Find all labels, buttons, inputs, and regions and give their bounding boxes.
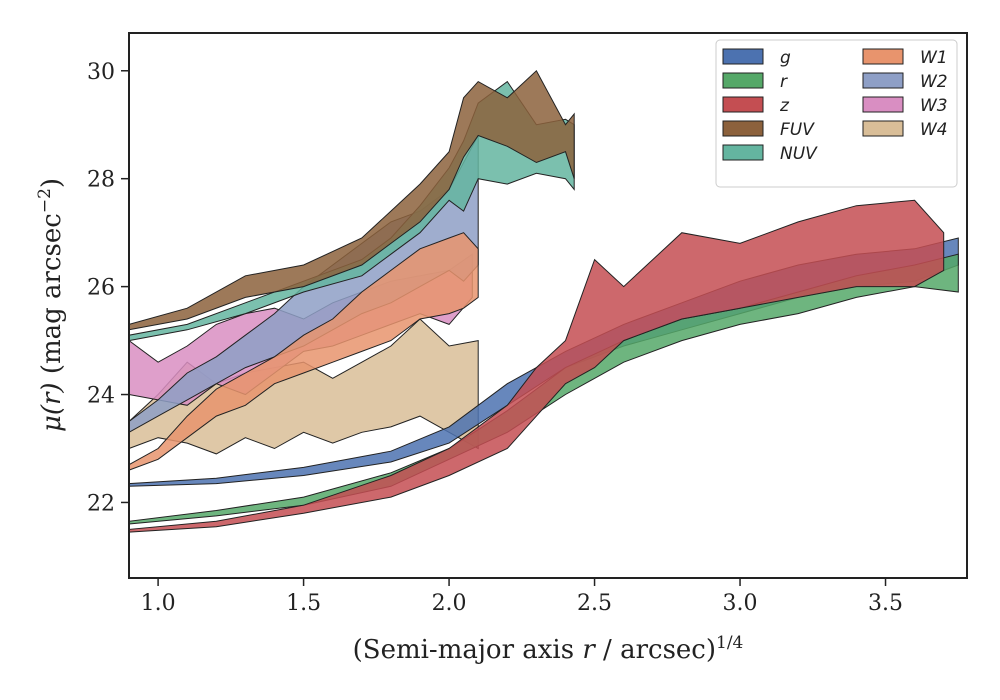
profile-bands bbox=[128, 69, 959, 533]
x-tick-label: 3.0 bbox=[723, 591, 758, 616]
y-tick-label: 24 bbox=[87, 384, 115, 409]
y-axis-ticks: 22 24 26 28 30 bbox=[87, 60, 129, 516]
y-axis-label-var: μ(r) bbox=[37, 382, 67, 432]
x-axis-label-var: r bbox=[582, 635, 596, 665]
plot-frame bbox=[128, 32, 968, 579]
x-axis-ticks: 1.0 1.5 2.0 2.5 3.0 3.5 bbox=[141, 578, 903, 616]
legend-swatch-g bbox=[722, 48, 764, 65]
legend-swatch-W4 bbox=[862, 120, 904, 137]
legend-swatch-W1 bbox=[862, 48, 904, 65]
legend-label-FUV: FUV bbox=[780, 120, 815, 140]
y-axis-label-suffix: (mag arcsec bbox=[37, 213, 67, 382]
y-axis-label-exponent: −2 bbox=[35, 188, 55, 213]
legend: grz FUV NUV W1 W2 W3 W4 bbox=[715, 39, 958, 188]
legend-swatch-r bbox=[722, 72, 764, 89]
x-tick-label: 2.5 bbox=[577, 591, 612, 616]
legend-swatch-FUV bbox=[722, 120, 764, 137]
x-tick-label: 2.0 bbox=[432, 591, 467, 616]
legend-swatch-W2 bbox=[862, 72, 904, 89]
x-axis-label-suffix: / arcsec) bbox=[595, 635, 716, 665]
y-tick-label: 26 bbox=[87, 276, 115, 301]
legend-swatch-W3 bbox=[862, 96, 904, 113]
legend-label-NUV: NUV bbox=[780, 144, 818, 164]
legend-label-W1: W1 bbox=[920, 48, 948, 68]
band-W1 bbox=[128, 232, 479, 471]
y-axis-label-close: ) bbox=[37, 178, 67, 188]
x-axis-label-exponent: 1/4 bbox=[716, 633, 743, 653]
legend-label-W4: W4 bbox=[920, 120, 948, 140]
y-tick-label: 22 bbox=[87, 491, 115, 516]
y-axis-label: μ(r) (mag arcsec−2) bbox=[35, 178, 67, 432]
band-FUV bbox=[128, 69, 575, 331]
y-tick-label: 28 bbox=[87, 168, 115, 193]
x-axis-label: (Semi-major axis r / arcsec)1/4 bbox=[353, 633, 744, 665]
legend-label-z: z bbox=[779, 96, 790, 116]
x-tick-label: 1.0 bbox=[141, 591, 176, 616]
legend-label-r: r bbox=[780, 72, 788, 92]
x-axis-label-prefix: (Semi-major axis bbox=[353, 635, 583, 665]
band-z bbox=[128, 199, 945, 533]
legend-swatch-NUV bbox=[722, 144, 764, 161]
legend-swatch-z bbox=[722, 96, 764, 113]
y-tick-label: 30 bbox=[87, 60, 115, 85]
legend-label-W2: W2 bbox=[920, 72, 948, 92]
x-tick-label: 1.5 bbox=[286, 591, 321, 616]
x-tick-label: 3.5 bbox=[868, 591, 903, 616]
legend-label-W3: W3 bbox=[920, 96, 948, 116]
legend-label-g: g bbox=[780, 48, 791, 68]
